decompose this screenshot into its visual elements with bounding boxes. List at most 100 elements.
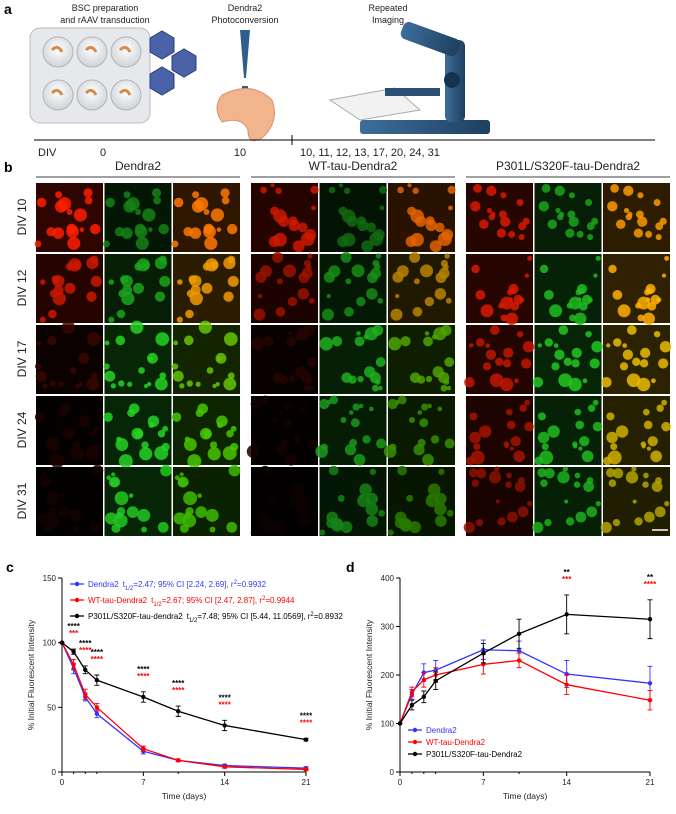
cell [227, 275, 239, 287]
legend-marker [412, 751, 418, 757]
cell [354, 336, 365, 347]
cell [559, 211, 565, 217]
cell [111, 472, 116, 477]
cell [644, 289, 651, 296]
cell [116, 436, 122, 442]
panel-label: c [6, 559, 14, 575]
legend-entry: P301L/S320F-tau-dendra2 t1/2=7.48; 95% CI… [88, 612, 343, 624]
y-tick-label: 150 [43, 574, 57, 583]
cell [34, 240, 42, 248]
cell [367, 272, 378, 284]
cell [298, 272, 310, 284]
cell [412, 187, 419, 195]
cell [121, 275, 133, 288]
cell [177, 477, 188, 488]
cell [341, 209, 356, 223]
legend-entry: Dendra2 [426, 726, 457, 735]
cell [500, 216, 511, 227]
cell [645, 230, 653, 238]
cell [558, 373, 573, 388]
cell [288, 219, 300, 232]
cell [118, 454, 133, 469]
cell [446, 385, 452, 391]
cell [390, 308, 403, 321]
cell [642, 481, 649, 488]
step-label: Repeated [368, 3, 407, 13]
cell [575, 289, 582, 296]
cell [185, 309, 194, 319]
point [421, 694, 427, 700]
legend-fit: =2.67; 95% CI [2.47, 2.87], r [162, 596, 263, 605]
cell [577, 297, 582, 302]
cell [612, 289, 623, 300]
cell [103, 412, 113, 422]
cell [645, 297, 651, 302]
cell [161, 442, 170, 452]
cell [555, 207, 561, 214]
legend-name: WT-tau-Dendra2 [426, 738, 486, 747]
cell [372, 384, 379, 392]
cell [285, 453, 297, 466]
cell [444, 253, 450, 259]
legend-fit: 2 [262, 596, 266, 602]
cell [198, 320, 212, 334]
cell [72, 441, 81, 449]
cell [34, 412, 45, 422]
cell [639, 359, 649, 368]
cell [60, 403, 72, 414]
legend-marker [74, 613, 80, 619]
cell [443, 378, 450, 385]
cell [400, 336, 411, 347]
legend-fit: 1/2 [125, 586, 134, 592]
cell [195, 381, 201, 387]
cell [179, 383, 185, 389]
cell [114, 491, 129, 506]
cell [297, 222, 308, 233]
cell [366, 515, 379, 527]
cell [565, 228, 575, 238]
significance: ** [647, 573, 654, 582]
cell [585, 330, 592, 338]
cell [108, 279, 115, 285]
x-tick-label: 0 [60, 778, 65, 787]
cell [255, 271, 267, 283]
x-axis-label: Time (days) [503, 791, 548, 801]
cell [42, 472, 47, 477]
cell [486, 185, 497, 197]
cell [297, 492, 310, 505]
cell [626, 325, 637, 335]
cell [179, 523, 189, 533]
cell [141, 441, 149, 449]
y-tick-label: 100 [43, 639, 57, 648]
cell [179, 472, 184, 477]
cell [389, 443, 397, 451]
cell [368, 406, 374, 412]
cell [532, 376, 544, 388]
legend-entry: WT-tau-Dendra2 [426, 738, 486, 747]
cell [608, 264, 617, 274]
point [433, 678, 438, 684]
cell [425, 219, 437, 232]
cell [223, 377, 237, 391]
significance: **** [300, 711, 313, 720]
legend-entry: P301L/S320F-tau-Dendra2 [426, 750, 523, 759]
cell [537, 468, 547, 478]
cell [79, 227, 85, 232]
cell [90, 275, 102, 287]
cell [496, 228, 506, 238]
timeline-mark: 10, 11, 12, 13, 17, 20, 24, 31 [300, 147, 440, 159]
cell [283, 264, 297, 278]
significance: **** [91, 648, 104, 657]
cell [495, 499, 500, 504]
cell [502, 359, 512, 368]
cell [337, 235, 349, 248]
cell [202, 429, 212, 439]
cell [174, 475, 180, 481]
cell [655, 477, 662, 484]
cell [171, 363, 179, 370]
cell [574, 312, 587, 326]
legend-entry: Dendra2 t1/2=2.47; 95% CI [2.24, 2.69], r… [88, 580, 267, 592]
cell [205, 258, 219, 272]
cell [365, 502, 379, 516]
cell [617, 304, 631, 318]
